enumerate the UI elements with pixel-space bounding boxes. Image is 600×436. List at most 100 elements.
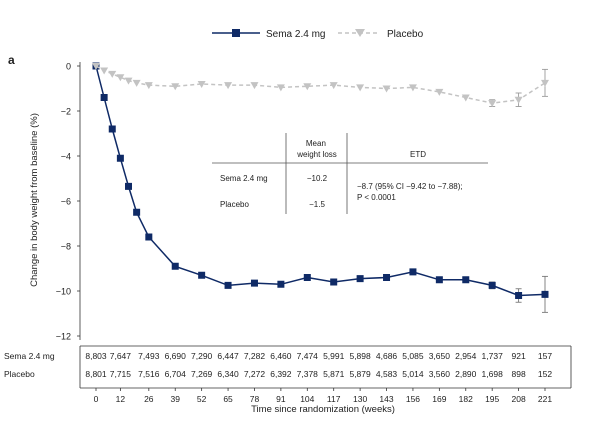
data-point: [461, 94, 470, 102]
series-line: [95, 65, 546, 104]
data-point: [116, 154, 124, 162]
at-risk-cell: 7,715: [110, 369, 132, 379]
inset-table-row-placebo-label: Placebo: [220, 200, 249, 209]
legend-placebo-label: Placebo: [387, 29, 424, 40]
x-tick-label: 117: [327, 394, 341, 404]
at-risk-cell: 7,290: [191, 351, 213, 361]
data-point: [100, 94, 108, 101]
at-risk-cell: 2,954: [455, 351, 477, 361]
data-point: [435, 88, 444, 96]
x-tick-label: 0: [94, 394, 99, 404]
series-layer: [92, 62, 549, 313]
at-risk-cell: 3,560: [429, 369, 451, 379]
series-line: [95, 65, 546, 297]
data-point: [92, 63, 100, 70]
at-risk-cell: 4,583: [376, 369, 398, 379]
data-point: [435, 276, 443, 284]
at-risk-row-label: Placebo: [4, 369, 35, 379]
data-point: [125, 182, 133, 190]
at-risk-cell: 7,474: [297, 351, 319, 361]
at-risk-cell: 157: [538, 351, 552, 361]
data-point: [541, 290, 549, 298]
y-tick-label: −10: [56, 287, 71, 297]
inset-table-header-mean: Mean weight loss: [296, 139, 337, 159]
data-point: [277, 280, 285, 288]
legend: Sema 2.4 mg Placebo: [212, 29, 424, 40]
data-point: [330, 278, 338, 286]
x-tick-label: 156: [406, 394, 420, 404]
data-point: [133, 208, 141, 216]
axes: 0 −2 −4 −6 −8 −10 −12 0 12 26 39 52 65 78 91 104 117 130 1…: [56, 62, 553, 405]
data-point: [108, 70, 117, 78]
x-tick-label: 143: [379, 394, 393, 404]
data-point: [514, 96, 523, 104]
at-risk-cell: 4,686: [376, 351, 398, 361]
x-tick-label: 195: [485, 394, 499, 404]
at-risk-cell: 6,690: [165, 351, 187, 361]
at-risk-cell: 7,378: [297, 369, 319, 379]
data-point: [116, 74, 125, 82]
x-tick-label: 130: [353, 394, 367, 404]
at-risk-cell: 5,871: [323, 369, 345, 379]
data-point: [197, 81, 206, 88]
data-point: [250, 82, 259, 90]
inset-table-row-placebo-mean: −1.5: [309, 200, 325, 209]
panel-label: a: [8, 53, 15, 67]
data-point: [144, 82, 153, 90]
data-point: [488, 281, 496, 289]
data-point: [303, 83, 312, 91]
y-tick-label: −6: [61, 197, 71, 207]
y-tick-label: −2: [61, 107, 71, 117]
at-risk-cell: 5,991: [323, 351, 345, 361]
data-point: [124, 77, 133, 85]
data-point: [462, 276, 470, 284]
at-risk-cell: 898: [511, 369, 525, 379]
at-risk-cell: 7,282: [244, 351, 266, 361]
data-point: [356, 275, 364, 283]
x-tick-label: 65: [223, 394, 233, 404]
legend-sema-label: Sema 2.4 mg: [266, 29, 325, 40]
data-point: [224, 82, 233, 90]
at-risk-cell: 8,801: [85, 369, 107, 379]
data-point: [409, 268, 417, 276]
data-point: [171, 262, 179, 270]
data-point: [108, 125, 116, 133]
at-risk-cell: 6,704: [165, 369, 187, 379]
x-tick-label: 12: [116, 394, 126, 404]
series-placebo: [92, 63, 549, 108]
inset-table-etd-value: −8.7 (95% CI −9.42 to −7.88);: [357, 182, 463, 191]
at-risk-cell: 1,737: [482, 351, 504, 361]
x-tick-label: 208: [511, 394, 525, 404]
data-point: [303, 274, 311, 281]
at-risk-cell: 7,493: [138, 351, 160, 361]
at-risk-cell: 6,447: [217, 351, 239, 361]
x-tick-label: 104: [300, 394, 314, 404]
data-point: [515, 292, 523, 299]
data-point: [198, 271, 206, 279]
at-risk-cell: 921: [511, 351, 525, 361]
data-point: [171, 83, 180, 91]
y-tick-label: −12: [56, 332, 71, 342]
at-risk-cell: 7,647: [110, 351, 132, 361]
data-point: [488, 100, 497, 108]
y-tick-label: −4: [61, 152, 71, 162]
data-point: [100, 67, 109, 75]
data-point: [276, 84, 285, 92]
x-tick-label: 26: [144, 394, 154, 404]
data-point: [383, 274, 391, 281]
y-tick-label: 0: [66, 62, 71, 72]
data-point: [541, 79, 549, 87]
inset-table: Mean weight loss ETD Sema 2.4 mg −10.2 P…: [212, 133, 488, 214]
at-risk-table: Sema 2.4 mg 8,803 7,647 7,493 6,690 7,290 6,44…: [4, 345, 572, 389]
data-point: [329, 82, 338, 90]
at-risk-cell: 5,085: [402, 351, 424, 361]
inset-table-row-sema-label: Sema 2.4 mg: [220, 174, 268, 183]
x-tick-label: 182: [459, 394, 473, 404]
legend-sema-marker: [232, 29, 240, 37]
at-risk-cell: 2,890: [455, 369, 477, 379]
at-risk-cell: 5,879: [349, 369, 371, 379]
at-risk-cell: 6,340: [217, 369, 239, 379]
data-point: [356, 84, 365, 92]
at-risk-cell: 8,803: [85, 351, 107, 361]
data-point: [132, 79, 141, 87]
